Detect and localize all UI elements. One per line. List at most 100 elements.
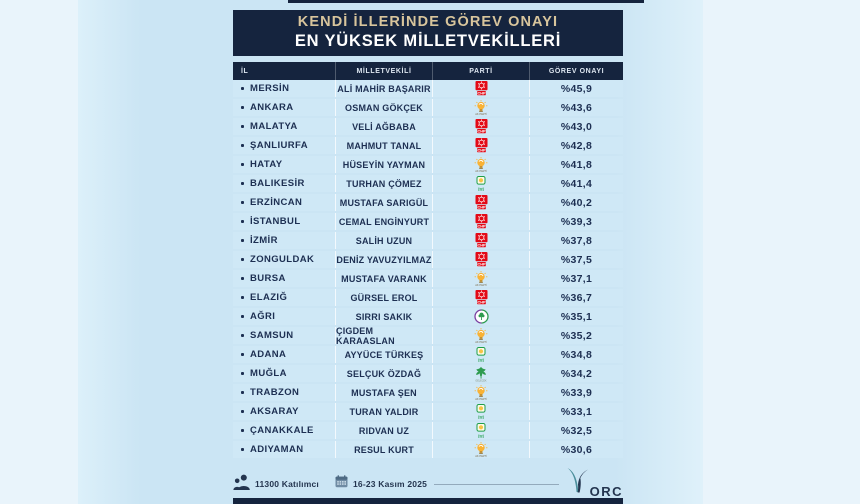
svg-text:AK PARTİ: AK PARTİ: [475, 282, 487, 287]
approval-cell: %37,1: [560, 272, 593, 285]
table-row: ÇANAKKALE RIDVAN UZ İYİ %32,5: [233, 422, 623, 439]
svg-text:AK PARTİ: AK PARTİ: [475, 396, 487, 401]
bullet-icon: [241, 220, 244, 223]
dem-party-logo-icon: [473, 309, 489, 324]
approval-cell: %43,0: [560, 120, 593, 133]
province-cell: BALIKESİR: [233, 175, 336, 192]
chp-party-logo-icon: CHP: [475, 290, 487, 304]
approval-cell: %41,4: [560, 177, 593, 190]
approval-cell: %36,7: [560, 291, 593, 304]
bullet-icon: [241, 353, 244, 356]
mp-name-cell: MUSTAFA VARANK: [336, 270, 433, 287]
party-cell: İYİ: [433, 403, 530, 420]
chp-party-logo-icon: CHP: [475, 233, 487, 247]
column-header: İL: [233, 62, 336, 80]
province-cell: MUĞLA: [233, 365, 336, 382]
mp-name-cell: ALİ MAHİR BAŞARIR: [336, 80, 433, 97]
akp-party-logo-icon: AK PARTİ: [474, 156, 488, 173]
province-cell: ÇANAKKALE: [233, 422, 336, 439]
bullet-icon: [241, 448, 244, 451]
party-cell: [433, 308, 530, 325]
column-header: MİLLETVEKİLİ: [336, 62, 433, 80]
province-cell: İSTANBUL: [233, 213, 336, 230]
approval-cell: %37,8: [560, 234, 593, 247]
iyi-party-logo-icon: İYİ: [476, 175, 486, 192]
orc-logo-text: ORC: [589, 484, 623, 499]
table-row: BALIKESİR TURHAN ÇÖMEZ İYİ %41,4: [233, 175, 623, 192]
mp-name-cell: ÇİĞDEM KARAASLAN: [336, 327, 433, 344]
approval-cell: %34,8: [560, 348, 593, 361]
province-cell: ADANA: [233, 346, 336, 363]
mp-name-cell: VELİ AĞBABA: [336, 118, 433, 135]
akp-party-logo-icon: AK PARTİ: [474, 270, 488, 287]
bullet-icon: [241, 182, 244, 185]
party-cell: CHP: [433, 232, 530, 249]
bullet-icon: [241, 163, 244, 166]
akp-party-logo-icon: AK PARTİ: [474, 384, 488, 401]
table-row: TRABZON MUSTAFA ŞEN AK PARTİ %33,9: [233, 384, 623, 401]
province-cell: ERZİNCAN: [233, 194, 336, 211]
table-row: MERSİN ALİ MAHİR BAŞARIR CHP %45,9: [233, 80, 623, 97]
table-row: İSTANBUL CEMAL ENGİNYURT CHP %39,3: [233, 213, 623, 230]
bottom-border-strip: [233, 498, 623, 504]
svg-text:CHP: CHP: [477, 262, 485, 266]
page-title: KENDİ İLLERİNDE GÖREV ONAYI EN YÜKSEK Mİ…: [233, 10, 623, 56]
mp-name-cell: GÜRSEL EROL: [336, 289, 433, 306]
svg-text:CHP: CHP: [477, 205, 485, 209]
orc-logo-icon: [566, 467, 589, 501]
party-cell: CHP: [433, 80, 530, 97]
footer-divider-line: [434, 483, 559, 485]
chp-party-logo-icon: CHP: [475, 252, 487, 266]
mp-name-cell: SALİH UZUN: [336, 232, 433, 249]
mp-name-cell: AYYÜCE TÜRKEŞ: [336, 346, 433, 363]
bullet-icon: [241, 334, 244, 337]
table-body: MERSİN ALİ MAHİR BAŞARIR CHP %45,9 ANKARA OSM…: [233, 80, 623, 460]
mp-name-cell: CEMAL ENGİNYURT: [336, 213, 433, 230]
table-row: ADIYAMAN RESUL KURT AK PARTİ %30,6: [233, 441, 623, 458]
approval-cell: %43,6: [560, 101, 593, 114]
table-row: ANKARA OSMAN GÖKÇEK AK PARTİ %43,6: [233, 99, 623, 116]
calendar-icon: [335, 475, 348, 493]
footer: 11300 Katılımcı 16-23 Kasım 2025: [233, 468, 623, 500]
approval-cell: %33,1: [560, 405, 593, 418]
mp-name-cell: SIRRI SAKIK: [336, 308, 433, 325]
party-cell: CHP: [433, 289, 530, 306]
mp-name-cell: MAHMUT TANAL: [336, 137, 433, 154]
approval-cell: %34,2: [560, 367, 593, 380]
approval-cell: %41,8: [560, 158, 593, 171]
mp-name-cell: RESUL KURT: [336, 441, 433, 458]
table-row: ADANA AYYÜCE TÜRKEŞ İYİ %34,8: [233, 346, 623, 363]
iyi-party-logo-icon: İYİ: [476, 346, 486, 363]
province-cell: AĞRI: [233, 308, 336, 325]
chp-party-logo-icon: CHP: [475, 119, 487, 133]
party-cell: İYİ: [433, 346, 530, 363]
province-cell: İZMİR: [233, 232, 336, 249]
svg-text:CHP: CHP: [477, 148, 485, 152]
party-cell: CHP: [433, 118, 530, 135]
iyi-party-logo-icon: İYİ: [476, 422, 486, 439]
chp-party-logo-icon: CHP: [475, 195, 487, 209]
bullet-icon: [241, 239, 244, 242]
province-cell: MALATYA: [233, 118, 336, 135]
akp-party-logo-icon: AK PARTİ: [474, 327, 488, 344]
orc-logo: ORC: [566, 467, 623, 501]
participants-icon: [233, 474, 250, 495]
party-cell: AK PARTİ: [433, 384, 530, 401]
approval-cell: %35,1: [560, 310, 593, 323]
svg-text:İYİ: İYİ: [478, 186, 484, 192]
svg-text:AK PARTİ: AK PARTİ: [475, 339, 487, 344]
title-main: EN YÜKSEK MİLLETVEKİLLERİ: [294, 32, 562, 51]
bullet-icon: [241, 144, 244, 147]
table-row: ERZİNCAN MUSTAFA SARIGÜL CHP %40,2: [233, 194, 623, 211]
party-cell: AK PARTİ: [433, 270, 530, 287]
svg-text:CHP: CHP: [477, 129, 485, 133]
party-cell: CHP: [433, 213, 530, 230]
mp-name-cell: MUSTAFA ŞEN: [336, 384, 433, 401]
party-cell: AK PARTİ: [433, 441, 530, 458]
approval-cell: %45,9: [560, 82, 593, 95]
table-row: ŞANLIURFA MAHMUT TANAL CHP %42,8: [233, 137, 623, 154]
top-border-strip: [288, 0, 644, 3]
approval-cell: %30,6: [560, 443, 593, 456]
party-cell: AK PARTİ: [433, 327, 530, 344]
approval-cell: %42,8: [560, 139, 593, 152]
